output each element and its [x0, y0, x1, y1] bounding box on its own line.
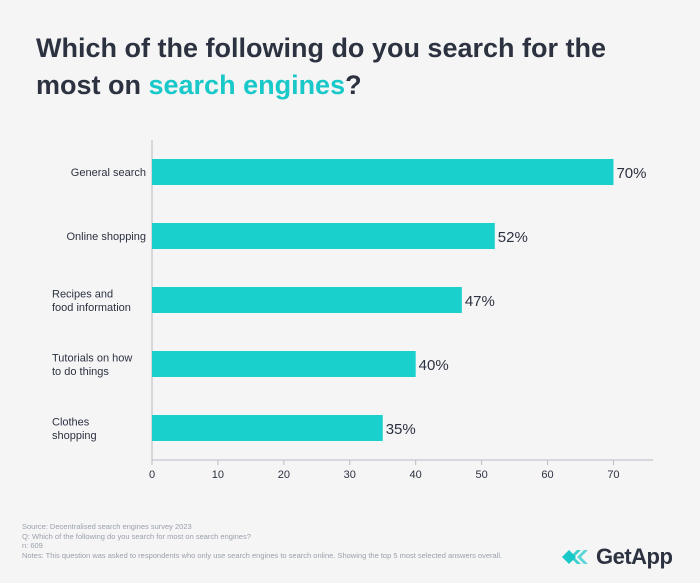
data-label: 40% — [419, 357, 449, 374]
category-label-line: to do things — [52, 366, 109, 378]
data-label: 47% — [465, 293, 495, 310]
category-label-line: Recipes and — [52, 288, 113, 300]
category-label: Clothes shopping — [52, 416, 97, 442]
getapp-logo: GetApp — [560, 543, 673, 571]
category-label-line: Online shopping — [66, 231, 146, 243]
bar — [152, 159, 614, 185]
data-label: 52% — [498, 229, 528, 246]
notes-text: Notes: This question was asked to respon… — [22, 550, 503, 560]
x-tick-label: 50 — [475, 469, 487, 481]
category-label-line: General search — [71, 167, 146, 179]
chart-title: Which of the following do you search for… — [36, 30, 676, 104]
question-note: Q: Which of the following do you search … — [22, 531, 251, 541]
x-tick-label: 30 — [344, 469, 356, 481]
x-tick-label: 40 — [410, 469, 422, 481]
title-line-2-prefix: most on — [36, 70, 149, 100]
title-accent: search engines — [148, 70, 346, 100]
title-line-1: Which of the following do you search for… — [36, 33, 606, 63]
category-label-line: food information — [52, 302, 131, 314]
sample-size-note: n: 609 — [22, 541, 43, 551]
category-label: General search — [71, 167, 146, 179]
x-tick-label: 60 — [541, 469, 553, 481]
category-label: Recipes and food information — [52, 288, 131, 314]
category-label-line: shopping — [52, 430, 97, 442]
bar — [152, 223, 495, 249]
bar-chart: 70% General search 52% Online shopping 47% Re… — [52, 140, 653, 481]
x-tick-label: 70 — [607, 469, 619, 481]
bar — [152, 415, 383, 441]
category-label-line: Clothes — [52, 416, 90, 428]
title-line-2-suffix: ? — [345, 70, 362, 100]
source-note: Source: Decentralised search engines sur… — [22, 522, 192, 531]
x-tick-label: 20 — [278, 469, 290, 481]
chart-footer: Source: Decentralised search engines sur… — [22, 522, 542, 560]
data-label: 70% — [616, 165, 646, 182]
x-tick-label: 10 — [212, 469, 224, 481]
category-label: Online shopping — [66, 231, 146, 243]
category-label: Tutorials on how to do things — [52, 352, 132, 378]
bar — [152, 287, 462, 313]
bar — [152, 351, 416, 377]
logo-text: GetApp — [596, 544, 673, 569]
x-tick-label: 0 — [149, 469, 155, 481]
getapp-chevrons-icon — [562, 550, 588, 564]
data-label: 35% — [386, 421, 416, 438]
category-label-line: Tutorials on how — [52, 352, 132, 364]
